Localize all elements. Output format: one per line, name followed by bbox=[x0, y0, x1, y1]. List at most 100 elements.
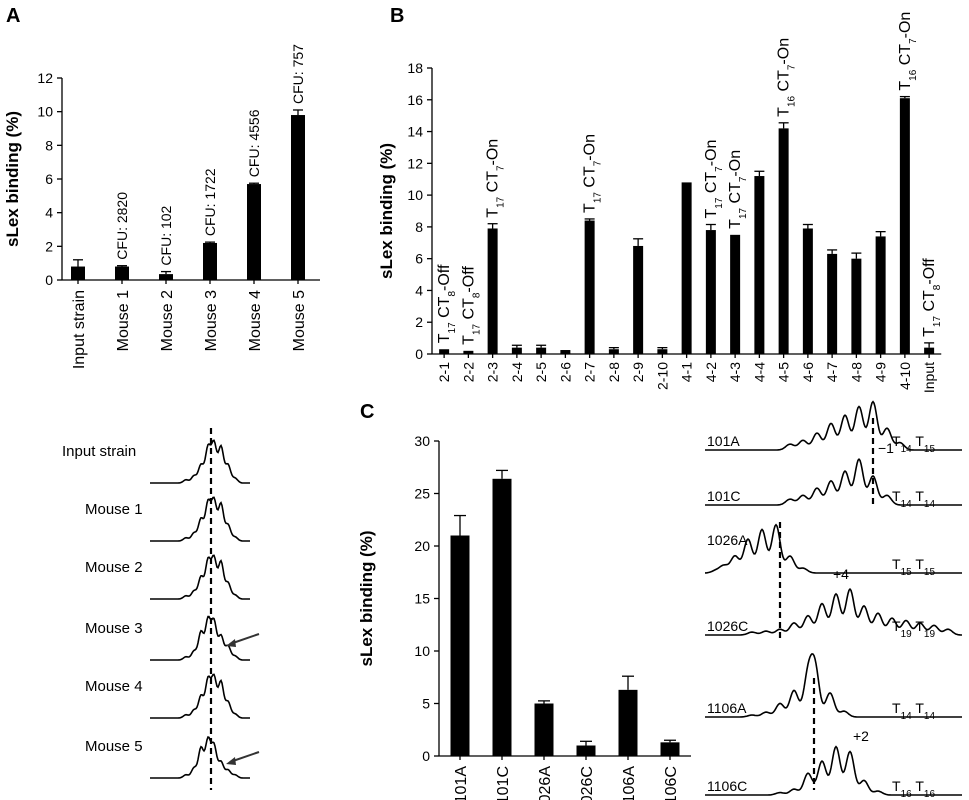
trace-c-line bbox=[705, 745, 962, 796]
trace-repeat-label: T15 T15 bbox=[892, 556, 935, 578]
y-axis-label-A: sLex binding (%) bbox=[3, 111, 22, 247]
bar-2-7 bbox=[584, 220, 595, 354]
x-tick-label: 1026A bbox=[537, 766, 554, 800]
bar-Mouse 3 bbox=[203, 242, 217, 280]
y-tick-label: 20 bbox=[414, 538, 430, 554]
y-tick-label: 6 bbox=[45, 171, 53, 187]
bar-2-5 bbox=[536, 347, 547, 354]
y-tick-label: 16 bbox=[407, 92, 423, 108]
y-axis-label-B: sLex binding (%) bbox=[377, 143, 396, 279]
y-tick-label: 10 bbox=[414, 643, 430, 659]
bar-4-6 bbox=[802, 228, 813, 354]
peak-shift-annotation: +2 bbox=[853, 728, 869, 744]
y-tick-label: 2 bbox=[415, 314, 423, 330]
bar-4-1 bbox=[681, 182, 692, 354]
x-tick-label: 2-10 bbox=[654, 362, 670, 390]
chart-c: 0 5 10 15 20 25 30 sLex binding (%) 101A 101C 1026… bbox=[357, 433, 691, 800]
trace-c-line bbox=[705, 457, 962, 506]
x-tick-label: 101C bbox=[495, 766, 512, 800]
trace-label: 1026A bbox=[707, 532, 748, 548]
y-tick-label: 30 bbox=[414, 433, 430, 449]
bar-4-10 bbox=[899, 98, 910, 354]
bar-2-2 bbox=[463, 350, 474, 354]
x-tick-label: 2-9 bbox=[630, 362, 646, 382]
x-tick-label: 2-2 bbox=[460, 362, 476, 382]
arrow-head-icon bbox=[226, 639, 236, 647]
trace-label: 1106C bbox=[707, 778, 747, 794]
x-tick-label: 2-6 bbox=[557, 362, 573, 382]
peak-shift-annotation: −1 bbox=[878, 440, 894, 456]
trace-a-line bbox=[150, 735, 250, 779]
trace-label: Mouse 1 bbox=[85, 501, 143, 518]
bar-1026A bbox=[534, 703, 554, 756]
trace-a-line bbox=[150, 673, 250, 719]
trace-label: Input strain bbox=[62, 443, 136, 460]
trace-c-line bbox=[705, 653, 962, 718]
bar-1026C bbox=[576, 745, 596, 756]
y-tick-label: 2 bbox=[45, 238, 53, 254]
y-tick-label: 18 bbox=[407, 60, 423, 76]
bar-annotation: T16 CT7-On bbox=[897, 12, 919, 91]
bar-2-4 bbox=[511, 347, 522, 354]
bar-4-8 bbox=[851, 258, 862, 354]
bar-Input bbox=[924, 347, 935, 354]
bar-2-3 bbox=[487, 228, 498, 354]
x-tick-label: 2-8 bbox=[606, 362, 622, 382]
bar-4-2 bbox=[705, 230, 716, 354]
bar-2-1 bbox=[439, 349, 450, 354]
y-tick-label: 4 bbox=[415, 282, 423, 298]
bar-101C bbox=[492, 478, 512, 756]
x-tick-label: 4-4 bbox=[751, 362, 767, 382]
trace-c-line bbox=[705, 523, 962, 574]
bar-annotation: T17 CT8-Off bbox=[460, 266, 482, 345]
x-tick-label: Mouse 2 bbox=[159, 290, 176, 351]
x-tick-label: 2-7 bbox=[582, 362, 598, 382]
bar-2-6 bbox=[560, 350, 571, 354]
trace-a-line bbox=[150, 496, 250, 542]
y-tick-label: 10 bbox=[407, 187, 423, 203]
x-tick-label: 101A bbox=[453, 766, 470, 800]
x-tick-label: 4-3 bbox=[727, 362, 743, 382]
bar-4-7 bbox=[827, 253, 838, 354]
bar-4-3 bbox=[730, 234, 741, 354]
bar-annotation: CFU: 102 bbox=[158, 205, 174, 265]
x-tick-label: 4-1 bbox=[679, 362, 695, 382]
x-tick-label: 2-1 bbox=[436, 362, 452, 382]
bar-2-10 bbox=[657, 349, 668, 354]
y-tick-label: 8 bbox=[45, 137, 53, 153]
y-axis-label-C: sLex binding (%) bbox=[357, 531, 376, 667]
trace-label: 101C bbox=[707, 488, 740, 504]
x-tick-label: 4-2 bbox=[703, 362, 719, 382]
x-tick-label: 4-9 bbox=[873, 362, 889, 382]
bar-annotation: CFU: 757 bbox=[290, 44, 306, 104]
bar-4-4 bbox=[754, 176, 765, 354]
trace-label: 1026C bbox=[707, 618, 748, 634]
x-tick-label: 4-7 bbox=[824, 362, 840, 382]
bar-Mouse 4 bbox=[247, 184, 261, 280]
y-tick-label: 5 bbox=[422, 696, 430, 712]
x-tick-label: Mouse 4 bbox=[247, 290, 264, 351]
bar-2-9 bbox=[633, 245, 644, 354]
y-tick-label: 10 bbox=[37, 104, 53, 120]
bar-annotation: T16 CT7-On bbox=[776, 38, 798, 117]
bar-annotation: T17 CT8-Off bbox=[436, 264, 458, 343]
y-tick-label: 4 bbox=[45, 205, 53, 221]
bar-1106A bbox=[618, 689, 638, 756]
x-tick-label: 2-5 bbox=[533, 362, 549, 382]
trace-label: Mouse 2 bbox=[85, 559, 143, 576]
y-tick-label: 8 bbox=[415, 219, 423, 235]
chart-a: 0 2 4 6 8 10 12 sLex binding (%) Input strain Mou… bbox=[3, 44, 320, 369]
bar-annotation: T17 CT7-On bbox=[727, 150, 749, 229]
bar-annotation: T17 CT7-On bbox=[485, 139, 507, 218]
trace-repeat-label: T14 T15 bbox=[892, 433, 935, 455]
panel-letter-c: C bbox=[360, 401, 374, 423]
x-tick-label: 4-6 bbox=[800, 362, 816, 382]
traces-a: Input strain Mouse 1 Mouse 2 Mouse 3 Mouse 4… bbox=[62, 428, 260, 790]
y-tick-label: 6 bbox=[415, 251, 423, 267]
x-tick-label: 4-5 bbox=[776, 362, 792, 382]
panel-letter-a: A bbox=[6, 5, 20, 27]
y-tick-label: 12 bbox=[407, 155, 423, 171]
trace-c-line bbox=[705, 400, 962, 451]
bar-1106C bbox=[660, 742, 680, 756]
